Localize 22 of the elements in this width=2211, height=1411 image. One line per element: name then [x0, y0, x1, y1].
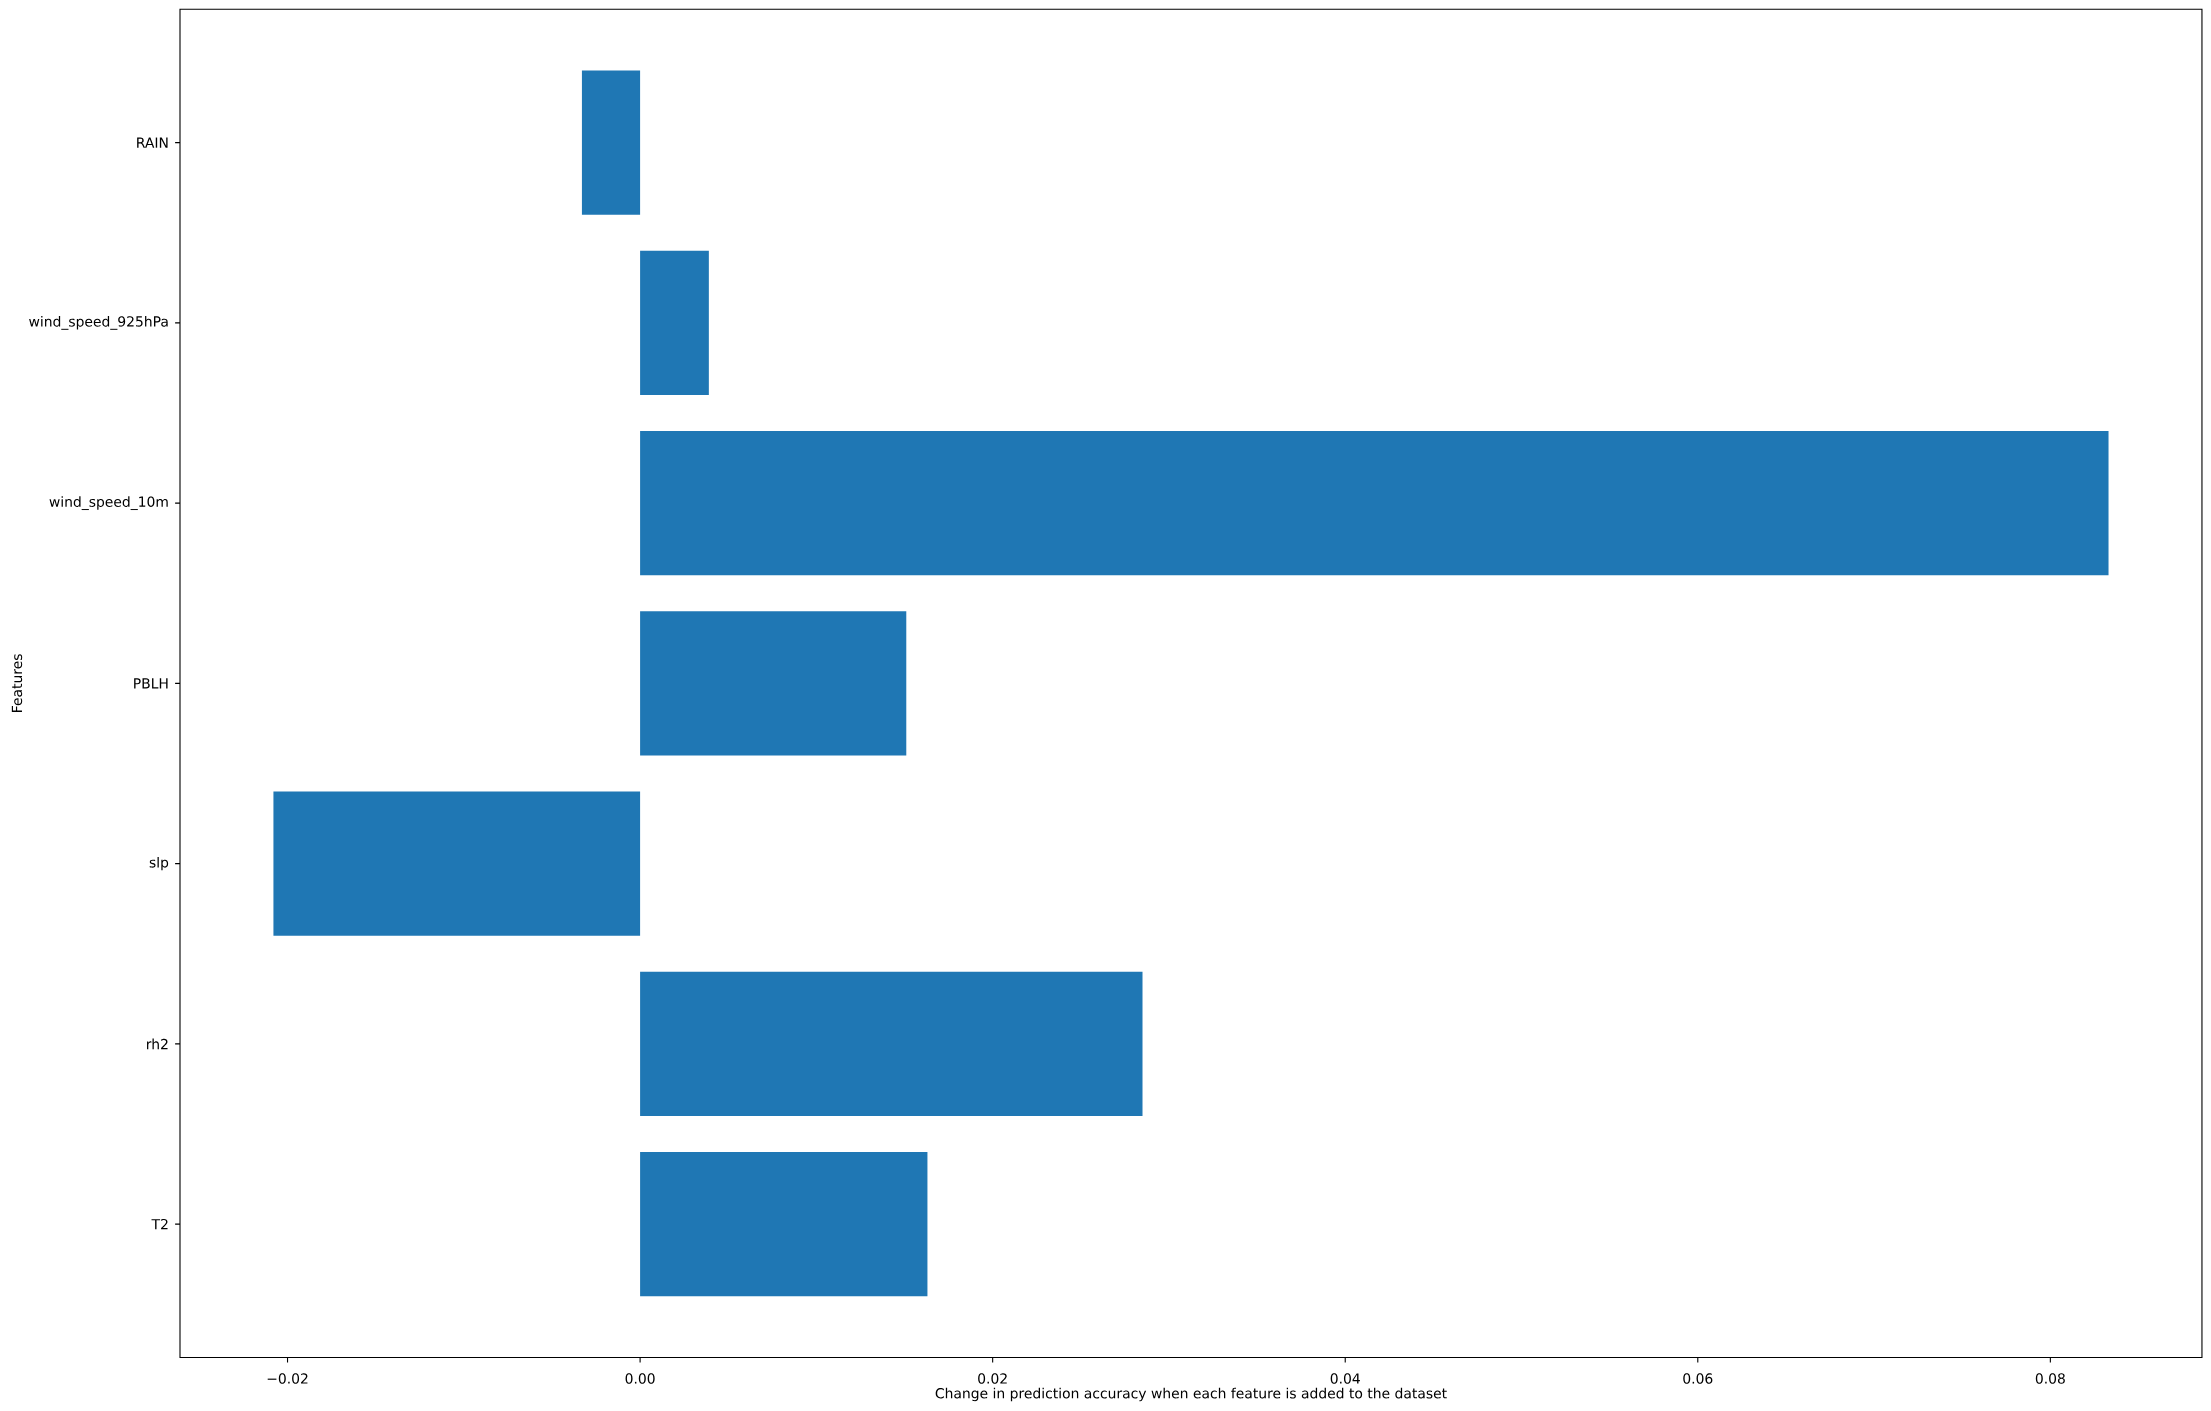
- x-tick-label: 0.04: [1330, 1373, 1360, 1384]
- bar: [640, 250, 709, 395]
- bar: [640, 431, 2109, 576]
- bar: [581, 70, 641, 215]
- x-axis-title: Change in prediction accuracy when each feature is added to the dataset: [935, 1387, 1447, 1402]
- y-tick-label: RAIN: [137, 137, 168, 148]
- x-tick-label: 0.02: [978, 1373, 1007, 1384]
- y-axis-title: Features: [11, 654, 23, 712]
- bar: [640, 971, 1143, 1116]
- y-tick-label: wind_speed_10m: [49, 496, 168, 511]
- y-tick-label: rh2: [147, 1038, 168, 1050]
- y-tick-label: PBLH: [134, 678, 168, 689]
- x-tick-label: 0.08: [2035, 1373, 2065, 1384]
- y-tick-label: wind_speed_925hPa: [29, 315, 168, 330]
- y-tick-label: slp: [149, 856, 169, 871]
- bar: [640, 1152, 928, 1297]
- x-tick-label: 0.06: [1683, 1373, 1713, 1384]
- bar: [273, 791, 641, 936]
- bar: [640, 611, 907, 756]
- x-tick-label: −0.02: [267, 1373, 308, 1384]
- x-tick-label: 0.00: [625, 1373, 655, 1384]
- y-tick-label: T2: [151, 1218, 168, 1230]
